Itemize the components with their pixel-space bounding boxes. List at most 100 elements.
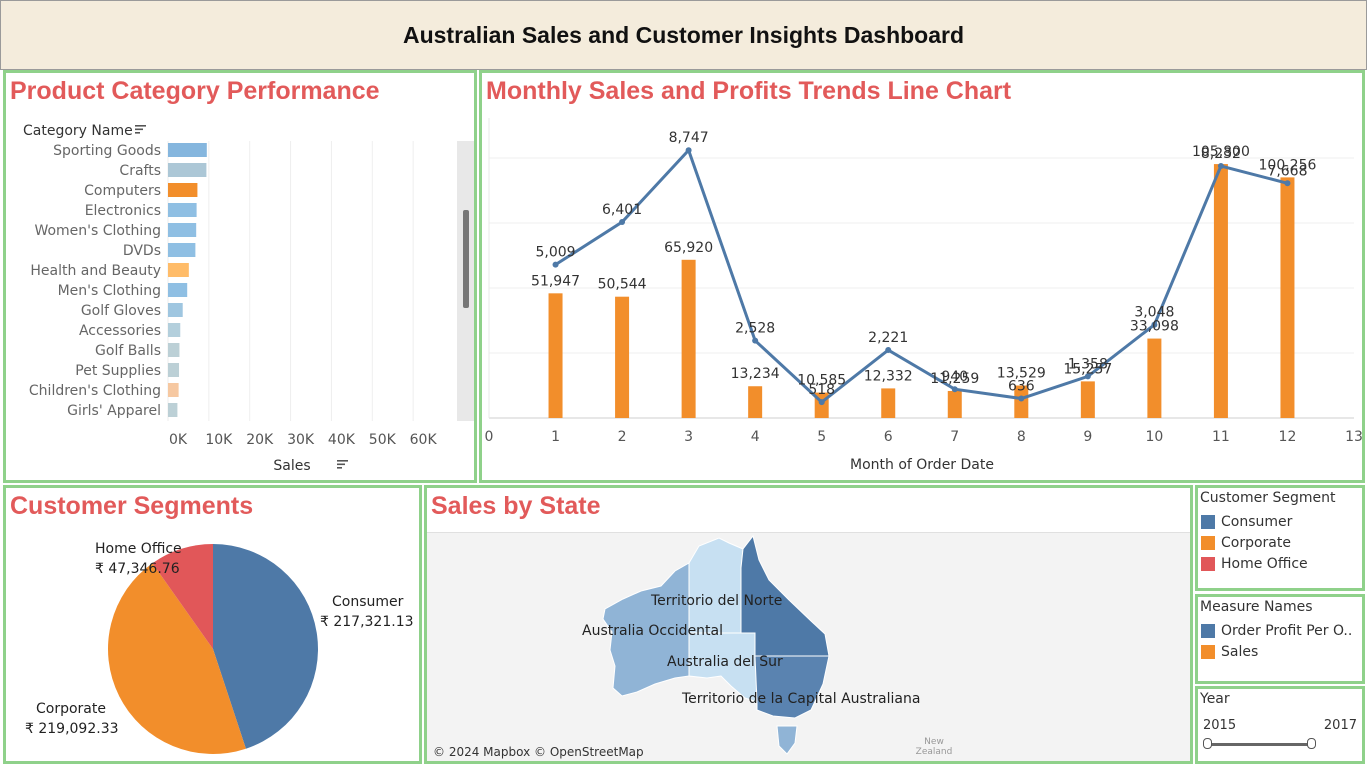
profit-data-label: 2,528 bbox=[735, 321, 775, 337]
profit-point[interactable] bbox=[1018, 395, 1025, 402]
sales-bar[interactable] bbox=[748, 386, 763, 418]
sales-data-label: 12,332 bbox=[864, 368, 913, 384]
year-slider-handle-start[interactable] bbox=[1203, 738, 1212, 749]
category-label[interactable]: Men's Clothing bbox=[58, 283, 161, 299]
category-bar[interactable] bbox=[168, 223, 197, 237]
state-queensland[interactable] bbox=[740, 534, 830, 657]
profit-point[interactable] bbox=[818, 399, 825, 406]
map-label-capital-territory: Territorio de la Capital Australiana bbox=[681, 691, 920, 707]
sales-bar[interactable] bbox=[1080, 381, 1095, 418]
sales-bar[interactable] bbox=[881, 388, 896, 418]
pie-slice-corporate[interactable] bbox=[107, 563, 246, 754]
profit-point[interactable] bbox=[1284, 180, 1291, 187]
legend-item-sales[interactable]: Sales bbox=[1201, 644, 1258, 660]
measure-legend-title: Measure Names bbox=[1200, 599, 1313, 615]
legend-swatch bbox=[1201, 557, 1215, 571]
profit-point[interactable] bbox=[1084, 373, 1091, 380]
state-northern-territory[interactable] bbox=[688, 537, 744, 634]
pie-label-corporate: Corporate bbox=[36, 701, 106, 717]
profit-point[interactable] bbox=[552, 261, 559, 268]
x-tick-label: 5 bbox=[817, 429, 826, 445]
map-attribution[interactable]: © 2024 Mapbox © OpenStreetMap bbox=[433, 745, 644, 759]
category-label[interactable]: DVDs bbox=[123, 243, 161, 259]
profit-point[interactable] bbox=[752, 337, 759, 344]
sales-bar[interactable] bbox=[681, 259, 696, 418]
sales-bar[interactable] bbox=[548, 293, 563, 418]
category-bar[interactable] bbox=[168, 163, 207, 177]
x-tick-label: 10K bbox=[205, 432, 233, 448]
sales-bar[interactable] bbox=[1014, 385, 1029, 418]
state-western-australia[interactable] bbox=[602, 562, 690, 697]
legend-item-corporate[interactable]: Corporate bbox=[1201, 535, 1291, 551]
category-bar[interactable] bbox=[168, 403, 178, 417]
sort-icon[interactable] bbox=[337, 460, 348, 469]
scrollbar-thumb[interactable] bbox=[463, 210, 469, 308]
x-tick-label: 4 bbox=[751, 429, 760, 445]
sales-data-label: 65,920 bbox=[664, 240, 713, 256]
category-bar[interactable] bbox=[168, 383, 179, 397]
sort-icon[interactable] bbox=[135, 125, 146, 134]
profit-point[interactable] bbox=[951, 386, 958, 393]
year-max-label: 2017 bbox=[1323, 718, 1357, 733]
category-bar[interactable] bbox=[168, 283, 188, 297]
x-tick-label: 0 bbox=[485, 429, 494, 445]
legend-label: Consumer bbox=[1221, 514, 1293, 530]
category-bar[interactable] bbox=[168, 263, 189, 277]
category-x-axis-title[interactable]: Sales bbox=[273, 458, 310, 474]
category-label[interactable]: Accessories bbox=[79, 323, 161, 339]
category-bar[interactable] bbox=[168, 323, 181, 337]
x-tick-label: 11 bbox=[1212, 429, 1230, 445]
profit-point[interactable] bbox=[1217, 163, 1224, 169]
category-bar[interactable] bbox=[168, 143, 207, 157]
legend-item-consumer[interactable]: Consumer bbox=[1201, 514, 1292, 530]
legend-label: Sales bbox=[1221, 644, 1259, 660]
pie-slice-consumer[interactable] bbox=[213, 544, 319, 749]
sales-bar[interactable] bbox=[615, 296, 630, 418]
pie-slice-home-office[interactable] bbox=[152, 544, 213, 649]
profit-point[interactable] bbox=[619, 219, 626, 226]
sales-bar[interactable] bbox=[1280, 177, 1295, 418]
profit-data-label: 1,358 bbox=[1068, 356, 1108, 372]
category-bar[interactable] bbox=[168, 303, 183, 317]
category-label[interactable]: Sporting Goods bbox=[53, 143, 161, 159]
category-label[interactable]: Children's Clothing bbox=[29, 383, 161, 399]
sales-bar[interactable] bbox=[947, 390, 962, 418]
segments-panel-title: Customer Segments bbox=[10, 492, 254, 520]
australia-map[interactable]: Territorio del Norte Australia Occidenta… bbox=[427, 488, 1190, 761]
segments-panel: Customer Segments Home Office ₹ 47,346.7… bbox=[3, 485, 422, 764]
sales-data-label: 50,544 bbox=[598, 277, 647, 293]
category-label[interactable]: Girls' Apparel bbox=[67, 403, 161, 419]
category-label[interactable]: Golf Gloves bbox=[81, 303, 161, 319]
profit-line[interactable] bbox=[554, 147, 1288, 405]
category-label[interactable]: Electronics bbox=[85, 203, 161, 219]
category-bar[interactable] bbox=[168, 343, 180, 357]
category-label[interactable]: Computers bbox=[84, 183, 161, 199]
category-label[interactable]: Health and Beauty bbox=[30, 263, 161, 279]
state-tasmania[interactable] bbox=[776, 725, 798, 755]
profit-point[interactable] bbox=[885, 347, 892, 354]
year-slider-handle-end[interactable] bbox=[1307, 738, 1316, 749]
category-bar[interactable] bbox=[168, 183, 198, 197]
x-tick-label: 7 bbox=[950, 429, 959, 445]
legend-item-profit[interactable]: Order Profit Per O.. bbox=[1201, 623, 1352, 639]
x-tick-label: 50K bbox=[369, 432, 397, 448]
category-label[interactable]: Women's Clothing bbox=[34, 223, 161, 239]
x-tick-label: 3 bbox=[684, 429, 693, 445]
sales-bar[interactable] bbox=[1147, 338, 1162, 418]
category-column-header[interactable]: Category Name bbox=[23, 123, 133, 139]
category-bar[interactable] bbox=[168, 363, 180, 377]
state-new-south-wales[interactable] bbox=[754, 655, 830, 719]
profit-point[interactable] bbox=[1151, 321, 1158, 328]
sales-bar[interactable] bbox=[1213, 164, 1228, 418]
legend-label: Order Profit Per O.. bbox=[1221, 623, 1353, 639]
legend-item-home-office[interactable]: Home Office bbox=[1201, 556, 1308, 572]
category-label[interactable]: Pet Supplies bbox=[75, 363, 161, 379]
map-panel: Sales by State Territorio del Norte Aust… bbox=[424, 485, 1193, 764]
category-bar[interactable] bbox=[168, 203, 197, 217]
legend-label: Home Office bbox=[1221, 556, 1308, 572]
category-bar[interactable] bbox=[168, 243, 196, 257]
sales-data-label: 13,234 bbox=[731, 366, 780, 382]
profit-point[interactable] bbox=[685, 147, 692, 154]
category-label[interactable]: Crafts bbox=[119, 163, 161, 179]
category-label[interactable]: Golf Balls bbox=[95, 343, 161, 359]
